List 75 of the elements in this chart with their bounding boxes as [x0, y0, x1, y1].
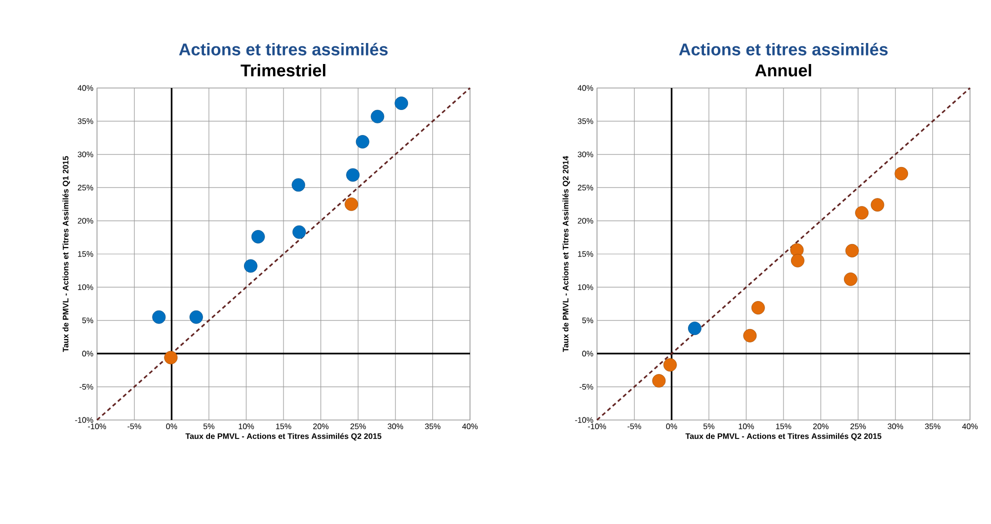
y-tick-label: 15%: [578, 251, 594, 257]
x-tick-label: -10%: [88, 424, 106, 430]
y-tick-label: 25%: [578, 184, 594, 190]
x-axis-title: Taux de PMVL - Actions et Titres Assimilés Q2 2015: [685, 433, 882, 440]
point: [370, 110, 384, 124]
x-tick-label: 5%: [203, 424, 214, 430]
point: [870, 198, 884, 212]
x-tick-label: 25%: [350, 424, 366, 430]
point: [743, 328, 757, 342]
x-tick-label: 35%: [924, 424, 940, 430]
point: [688, 322, 702, 336]
point: [894, 166, 908, 180]
x-tick-label: 0%: [166, 424, 178, 430]
point: [346, 168, 360, 182]
point: [164, 350, 178, 364]
point: [663, 358, 677, 372]
y-tick-label: -10%: [75, 417, 94, 423]
point: [844, 272, 858, 286]
y-tick-label: 40%: [578, 85, 594, 91]
point: [790, 254, 804, 268]
chart-title: Actions et titres assimilés: [179, 42, 388, 56]
y-tick-label: 20%: [78, 218, 94, 224]
y-tick-label: 10%: [78, 284, 94, 290]
x-tick-label: 30%: [388, 424, 404, 430]
y-tick-label: 20%: [578, 218, 594, 224]
y-tick-label: -5%: [580, 384, 594, 390]
x-tick-label: -5%: [128, 424, 142, 430]
x-tick-label: 15%: [776, 424, 792, 430]
x-tick-label: 15%: [276, 424, 292, 430]
x-tick-label: 0%: [666, 424, 678, 430]
point: [292, 178, 306, 192]
point: [845, 244, 859, 258]
point: [152, 310, 166, 324]
chart-subtitle: Annuel: [755, 64, 812, 76]
x-tick-label: 5%: [703, 424, 714, 430]
y-tick-label: 15%: [78, 251, 94, 257]
point: [344, 197, 358, 211]
point: [394, 96, 408, 110]
x-axis-title: Taux de PMVL - Actions et Titres Assimilés Q2 2015: [185, 433, 382, 440]
x-tick-label: -10%: [588, 424, 606, 430]
y-tick-label: 35%: [78, 118, 94, 124]
point: [244, 259, 258, 273]
y-tick-label: 0%: [82, 350, 94, 356]
x-tick-label: 20%: [813, 424, 829, 430]
y-tick-label: 0%: [582, 350, 594, 356]
point: [356, 135, 370, 148]
chart-title: Actions et titres assimilés: [679, 42, 888, 56]
point: [751, 301, 765, 314]
point: [652, 374, 666, 388]
point: [292, 225, 306, 239]
y-tick-label: 10%: [578, 284, 594, 290]
point: [855, 206, 869, 220]
x-tick-label: 25%: [850, 424, 866, 430]
y-tick-label: -10%: [575, 417, 594, 423]
x-tick-label: 10%: [738, 424, 754, 430]
x-tick-label: 35%: [424, 424, 440, 430]
y-tick-label: 5%: [582, 318, 594, 324]
x-tick-label: 20%: [313, 424, 329, 430]
y-tick-label: 5%: [82, 318, 94, 324]
point: [251, 230, 265, 244]
x-tick-label: 40%: [462, 424, 478, 430]
y-axis-title: Taux de PMVL - Actions et Titres Assimilés Q1 2015: [62, 156, 70, 352]
chart-subtitle: Trimestriel: [240, 64, 326, 76]
x-tick-label: 30%: [888, 424, 904, 430]
y-tick-label: 30%: [578, 152, 594, 158]
y-tick-label: 25%: [78, 184, 94, 190]
y-tick-label: 35%: [578, 118, 594, 124]
x-tick-label: 10%: [238, 424, 254, 430]
x-tick-label: 40%: [962, 424, 978, 430]
point: [190, 310, 203, 324]
y-tick-label: 30%: [78, 152, 94, 158]
y-tick-label: -5%: [80, 384, 94, 390]
x-tick-label: -5%: [628, 424, 642, 430]
y-tick-label: 40%: [78, 85, 94, 91]
y-axis-title: Taux de PMVL - Actions et Titres Assimilés Q2 2014: [562, 156, 570, 352]
